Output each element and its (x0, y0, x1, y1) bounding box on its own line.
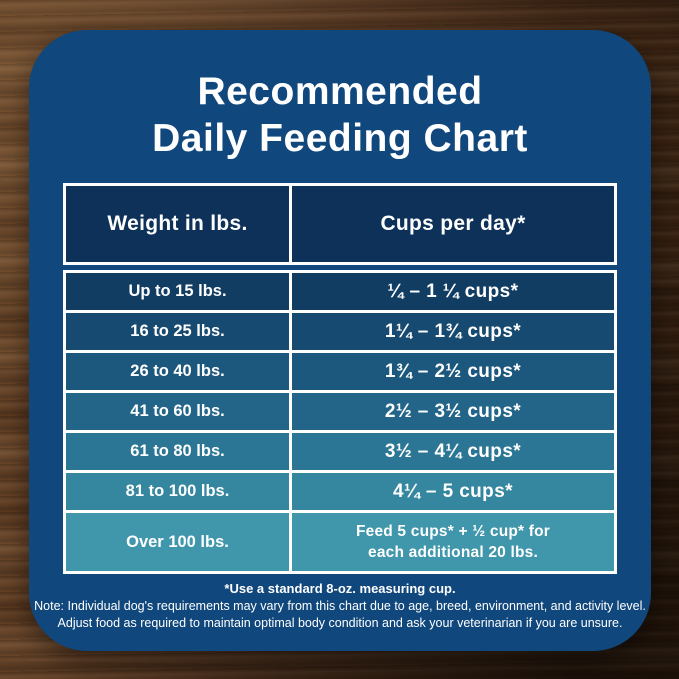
cups-line-1: Feed 5 cups* + ½ cup* for (355, 523, 551, 540)
title-line-2: Daily Feeding Chart (152, 117, 528, 160)
footnote-measuring-cup: *Use a standard 8-oz. measuring cup. (224, 581, 456, 596)
cups-cell: 4¼ – 5 cups* (292, 473, 614, 510)
table-row: Over 100 lbs. Feed 5 cups* + ½ cup* for … (66, 513, 614, 571)
cups-cell: ¼ – 1 ¼ cups* (292, 273, 614, 310)
cups-cell: 3½ – 4¼ cups* (292, 433, 614, 470)
header-cups-cell: Cups per day* (292, 186, 614, 262)
weight-cell: 81 to 100 lbs. (66, 473, 289, 510)
feeding-table: Weight in lbs. Cups per day* Up to 15 lb… (63, 183, 617, 574)
table-row: 41 to 60 lbs. 2½ – 3½ cups* (66, 393, 614, 430)
table-row: 16 to 25 lbs. 1¼ – 1¾ cups* (66, 313, 614, 350)
table-row: 81 to 100 lbs. 4¼ – 5 cups* (66, 473, 614, 510)
table-row: 26 to 40 lbs. 1¾ – 2½ cups* (66, 353, 614, 390)
footnote-note-line-1: Note: Individual dog's requirements may … (34, 599, 646, 613)
footnote-note-line-2: Adjust food as required to maintain opti… (57, 616, 623, 630)
table-header: Weight in lbs. Cups per day* (63, 183, 617, 265)
cups-line-2: each additional 20 lbs. (368, 544, 538, 561)
cups-cell: 2½ – 3½ cups* (292, 393, 614, 430)
table-body: Up to 15 lbs. ¼ – 1 ¼ cups* 16 to 25 lbs… (63, 270, 617, 574)
table-row: 61 to 80 lbs. 3½ – 4¼ cups* (66, 433, 614, 470)
cups-cell: Feed 5 cups* + ½ cup* for each additiona… (292, 513, 614, 571)
weight-cell: Up to 15 lbs. (66, 273, 289, 310)
cups-cell: 1¾ – 2½ cups* (292, 353, 614, 390)
table-header-row: Weight in lbs. Cups per day* (66, 186, 614, 262)
feeding-chart-card: Recommended Daily Feeding Chart Weight i… (29, 30, 651, 651)
weight-cell: 26 to 40 lbs. (66, 353, 289, 390)
weight-cell: Over 100 lbs. (66, 513, 289, 571)
table-row: Up to 15 lbs. ¼ – 1 ¼ cups* (66, 273, 614, 310)
cups-cell: 1¼ – 1¾ cups* (292, 313, 614, 350)
weight-cell: 41 to 60 lbs. (66, 393, 289, 430)
footnotes: *Use a standard 8-oz. measuring cup. Not… (29, 580, 651, 632)
weight-cell: 61 to 80 lbs. (66, 433, 289, 470)
chart-title: Recommended Daily Feeding Chart (29, 68, 651, 162)
weight-cell: 16 to 25 lbs. (66, 313, 289, 350)
header-weight-cell: Weight in lbs. (66, 186, 289, 262)
title-line-1: Recommended (197, 70, 483, 113)
